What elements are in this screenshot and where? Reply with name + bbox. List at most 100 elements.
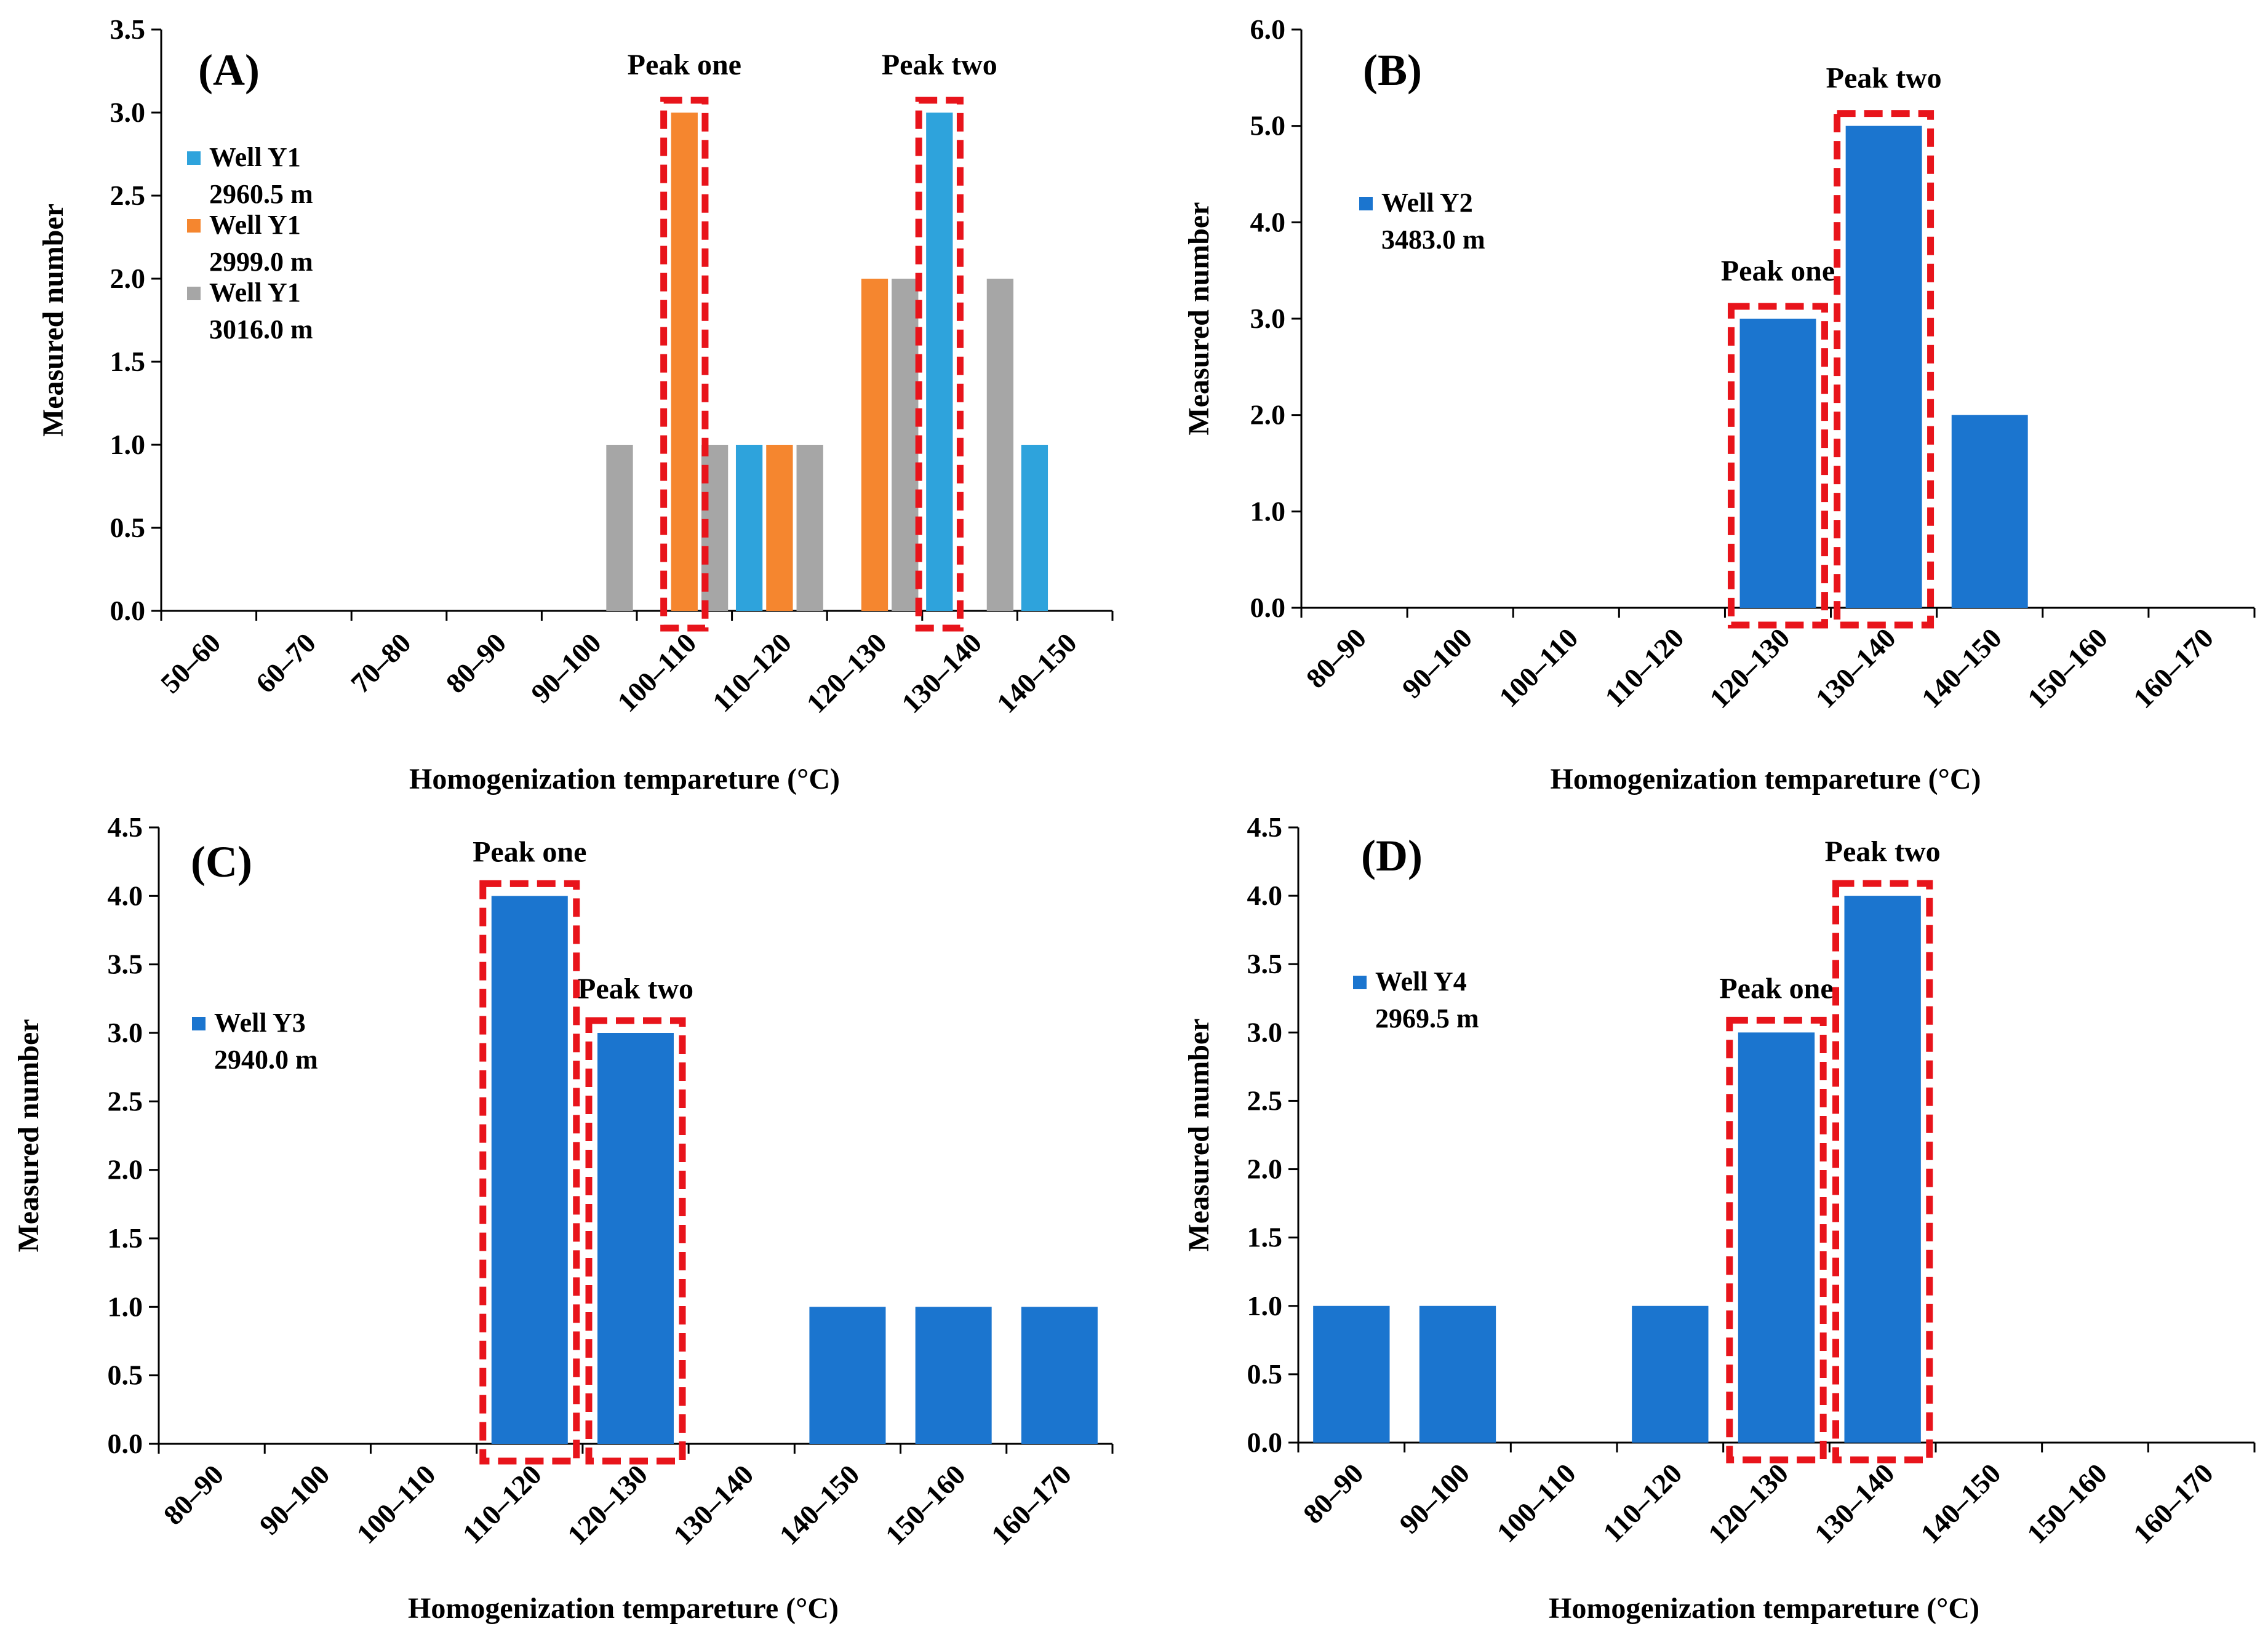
bar [796,445,823,611]
x-tick-label: 60–70 [250,627,322,699]
legend-label: Well Y3 [214,1008,306,1038]
legend-sublabel: 3016.0 m [209,314,313,345]
bar [1951,415,2028,608]
peak-highlight-box [585,1017,686,1465]
x-tick-label: 140–150 [773,1459,866,1551]
chart-panel-4: 0.0 0.5 1.0 1.5 2.0 2.5 3.0 3.5 4.0 4.5 80–90 90–10… [1183,811,2256,1625]
bar [735,445,763,611]
y-tick-label: 2.0 [1250,399,1286,431]
y-tick-label: 3.0 [1250,303,1286,334]
bar [597,1033,674,1444]
bar [1844,896,1921,1443]
y-tick-label: 3.5 [1247,948,1283,979]
legend-swatch [1359,197,1373,210]
legend-swatch [187,219,201,233]
legend-swatch [192,1017,206,1030]
legend-sublabel: 2940.0 m [214,1045,318,1075]
y-tick-label: 0.0 [108,1428,143,1459]
x-tick-label: 160–170 [2127,622,2219,714]
x-tick-label: 110–120 [1597,1457,1688,1548]
y-tick-label: 4.0 [1250,206,1286,237]
legend-swatch [187,287,201,300]
bar [1021,1307,1098,1444]
panel-label: (D) [1361,831,1423,880]
legend-sublabel: 2999.0 m [209,247,313,277]
peak-label: Peak two [1826,62,1942,95]
legend-label: Well Y1 [209,210,301,240]
y-tick-label: 5.0 [1250,110,1286,141]
y-tick-label: 3.5 [108,949,143,980]
y-tick-label: 1.0 [1247,1290,1283,1321]
bar [1738,1032,1815,1443]
x-tick-label: 150–160 [2021,1457,2113,1550]
chart-panel-1: 0.0 0.5 1.0 1.5 2.0 2.5 3.0 3.5 50–60 60–70 70–80 8… [37,14,1114,795]
x-tick-label: 80–90 [440,627,512,699]
bar [1845,125,1922,608]
y-tick-label: 1.0 [1250,495,1286,527]
bar [986,279,1014,611]
x-tick-label: 100–110 [351,1459,442,1550]
y-tick-label: 2.0 [110,263,146,294]
legend-label: Well Y2 [1381,188,1473,218]
peak-label: Peak one [473,835,586,868]
x-tick-label: 150–160 [879,1459,972,1551]
x-tick-label: 130–140 [1810,622,1902,714]
x-axis-title: Homogenization tempareture (°C) [409,763,840,795]
bar [892,279,919,611]
y-tick-label: 2.5 [110,180,146,211]
chart-panel-3: 0.0 0.5 1.0 1.5 2.0 2.5 3.0 3.5 4.0 4.5 80–90 90–10… [12,811,1114,1625]
x-tick-label: 80–90 [1297,1457,1369,1529]
x-tick-label: 90–100 [1396,622,1479,704]
bar [671,113,698,611]
y-tick-label: 4.5 [108,811,143,843]
y-tick-label: 6.0 [1250,14,1286,45]
y-tick-label: 1.0 [110,429,146,460]
y-tick-label: 1.5 [1247,1222,1283,1253]
x-tick-label: 90–100 [1393,1457,1475,1540]
x-tick-label: 100–110 [1491,1457,1582,1548]
peak-label: Peak one [1719,972,1833,1005]
y-tick-label: 2.0 [108,1154,143,1185]
peak-highlight-box [1728,303,1828,629]
x-axis-title: Homogenization tempareture (°C) [408,1592,839,1625]
peak-label: Peak two [578,973,693,1005]
x-tick-label: 140–150 [1914,1457,2006,1550]
y-axis-title: Measured number [1183,1018,1215,1251]
peak-highlight-box [1832,880,1933,1464]
legend-label: Well Y4 [1375,966,1467,997]
y-axis-title: Measured number [37,204,70,437]
y-tick-label: 3.0 [1247,1016,1283,1048]
bar [1021,445,1048,611]
y-tick-label: 0.5 [1247,1358,1283,1390]
x-tick-label: 90–100 [254,1459,336,1541]
x-tick-label: 80–90 [158,1459,230,1531]
x-tick-label: 120–130 [801,627,893,719]
y-tick-label: 0.5 [108,1360,143,1391]
legend-sublabel: 2960.5 m [209,179,313,209]
bar [915,1307,992,1444]
panel-label: (B) [1363,46,1422,95]
bar [809,1307,886,1444]
legend-label: Well Y1 [209,142,301,172]
bar [1313,1305,1390,1443]
x-axis-title: Homogenization tempareture (°C) [1549,1592,1979,1625]
peak-highlight-box [1726,1016,1827,1464]
x-tick-label: 130–140 [895,627,988,719]
x-tick-label: 50–60 [154,627,226,699]
legend-sublabel: 3483.0 m [1381,225,1485,255]
x-tick-label: 140–150 [1915,622,2008,714]
bar [766,445,793,611]
x-tick-label: 70–80 [345,627,417,699]
x-tick-label: 80–90 [1300,622,1372,694]
y-tick-label: 2.5 [1247,1085,1283,1116]
y-tick-label: 3.0 [110,97,146,128]
x-tick-label: 140–150 [991,627,1083,719]
x-tick-label: 110–120 [457,1459,548,1550]
x-tick-label: 110–120 [1599,622,1690,713]
x-tick-label: 120–130 [561,1459,653,1551]
legend-label: Well Y1 [209,277,301,308]
y-tick-label: 3.5 [110,14,146,45]
peak-highlight-box [915,97,964,632]
x-tick-label: 130–140 [1808,1457,1901,1550]
panel-label: (C) [191,837,252,886]
